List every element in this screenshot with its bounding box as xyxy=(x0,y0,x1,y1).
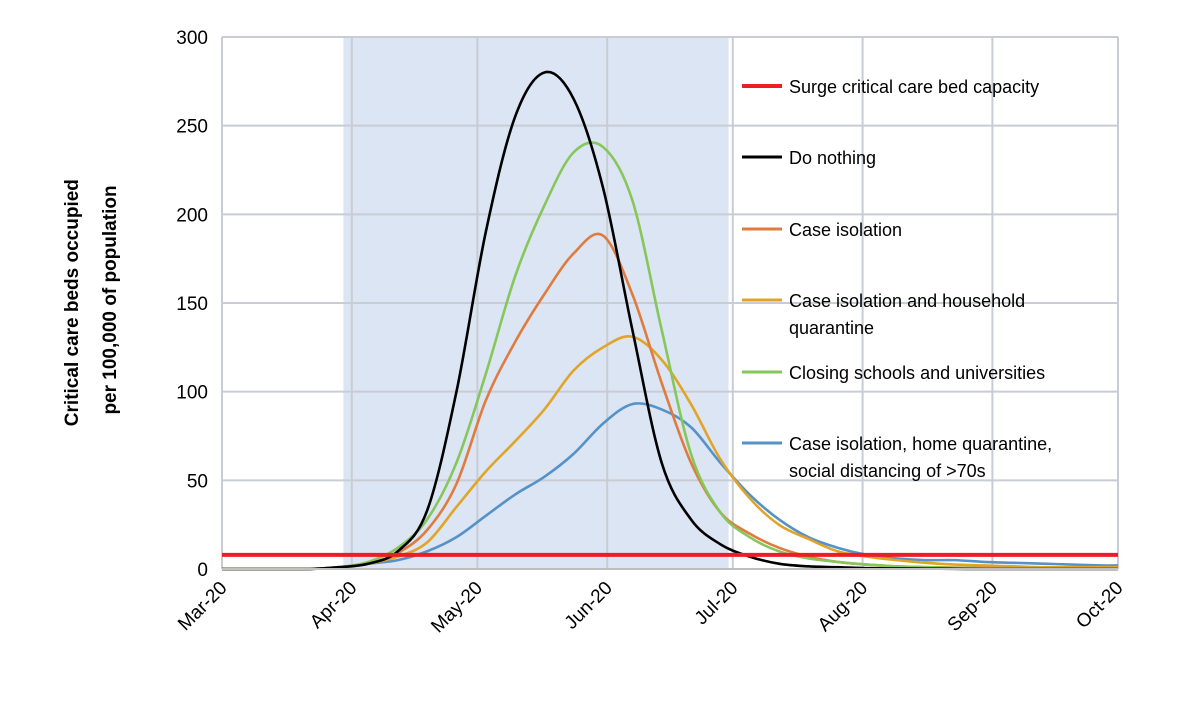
y-tick-label: 250 xyxy=(176,117,208,138)
y-tick-label: 150 xyxy=(176,294,208,315)
legend-label: Case isolation and household xyxy=(789,291,1025,311)
y-tick-label: 300 xyxy=(176,28,208,49)
x-tick-label: May-20 xyxy=(427,578,487,638)
x-tick-label: Sep-20 xyxy=(944,578,1002,636)
x-tick-label: Jul-20 xyxy=(691,578,742,629)
legend-label: social distancing of >70s xyxy=(789,461,986,481)
gridlines xyxy=(221,36,1119,569)
x-tick-label: Jun-20 xyxy=(561,578,617,634)
y-tick-label: 100 xyxy=(176,383,208,404)
x-tick-label: Oct-20 xyxy=(1072,578,1127,633)
y-tick-label: 0 xyxy=(197,560,208,581)
legend-label: Case isolation, home quarantine, xyxy=(789,434,1052,454)
legend: Surge critical care bed capacity Do nothi… xyxy=(742,77,1052,481)
legend-label: quarantine xyxy=(789,318,874,338)
legend-label: Do nothing xyxy=(789,148,876,168)
y-tick-label: 50 xyxy=(187,471,208,492)
x-tick-label: Mar-20 xyxy=(174,578,231,635)
y-axis-label-line-2: per 100,000 of population xyxy=(100,185,121,414)
x-tick-label: Aug-20 xyxy=(814,578,872,636)
x-tick-label: Apr-20 xyxy=(306,578,361,633)
y-tick-label: 200 xyxy=(176,205,208,226)
legend-label: Case isolation xyxy=(789,220,902,240)
y-axis-label: Critical care beds occupied per 100,000 … xyxy=(62,174,121,426)
y-axis-label-line-1: Critical care beds occupied xyxy=(62,179,83,426)
legend-label: Closing schools and universities xyxy=(789,363,1045,383)
legend-label: Surge critical care bed capacity xyxy=(789,77,1039,97)
